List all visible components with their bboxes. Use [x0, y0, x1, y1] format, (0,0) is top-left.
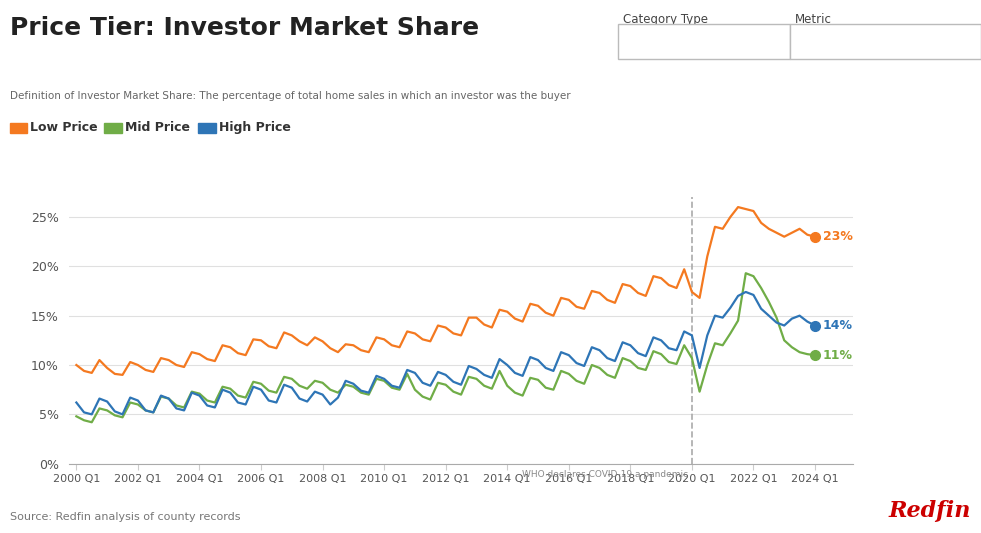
Text: Price Tier: Price Tier — [629, 36, 681, 45]
Text: ▼: ▼ — [963, 36, 971, 45]
Text: Mid Price: Mid Price — [125, 122, 189, 134]
Text: 14%: 14% — [823, 319, 852, 332]
Text: Definition of Investor Market Share: The percentage of total home sales in which: Definition of Investor Market Share: The… — [10, 91, 570, 101]
Text: 11%: 11% — [823, 349, 852, 361]
Text: Source: Redfin analysis of county records: Source: Redfin analysis of county record… — [10, 512, 240, 522]
Text: Redfin: Redfin — [889, 500, 971, 522]
Text: Category Type: Category Type — [623, 13, 708, 26]
Text: Low Price: Low Price — [30, 122, 98, 134]
Text: 23%: 23% — [823, 230, 852, 243]
Text: Metric: Metric — [795, 13, 832, 26]
Text: Investor Market Share: Investor Market Share — [800, 36, 924, 45]
Text: ▼: ▼ — [770, 36, 778, 45]
Text: WHO declares COVID-19 a pandemic: WHO declares COVID-19 a pandemic — [522, 470, 688, 479]
Text: High Price: High Price — [219, 122, 290, 134]
Text: Price Tier: Investor Market Share: Price Tier: Investor Market Share — [10, 16, 479, 40]
